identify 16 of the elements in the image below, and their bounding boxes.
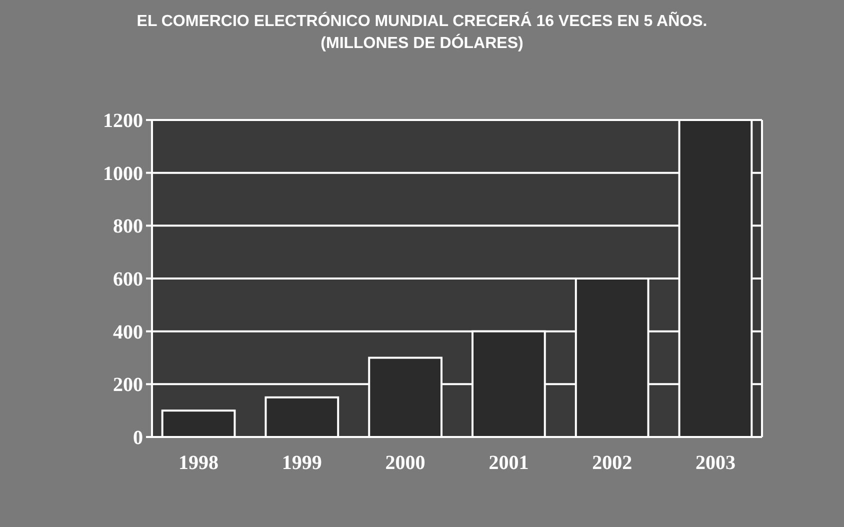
chart-title: EL COMERCIO ELECTRÓNICO MUNDIAL CRECERÁ 16 VECES EN 5 AÑOS. (MILLONES DE DÓLARES) xyxy=(136,11,708,52)
x-tick-label: 1998 xyxy=(178,452,219,474)
x-tick-label: 1999 xyxy=(282,452,322,474)
y-tick-label: 600 xyxy=(113,268,143,290)
y-tick-label: 200 xyxy=(113,374,143,396)
y-tick-label: 800 xyxy=(113,216,143,238)
y-tick-label: 400 xyxy=(113,321,143,344)
x-tick-label: 2000 xyxy=(385,452,426,474)
x-tick-label: 2001 xyxy=(488,452,529,474)
y-tick-label: 1000 xyxy=(103,162,143,185)
bar xyxy=(161,410,236,438)
x-tick-label: 2003 xyxy=(695,452,736,474)
y-tick-label: 0 xyxy=(133,427,143,449)
bar xyxy=(264,396,340,438)
y-tick-label: 1200 xyxy=(103,110,143,132)
x-tick-label: 2002 xyxy=(592,452,632,474)
